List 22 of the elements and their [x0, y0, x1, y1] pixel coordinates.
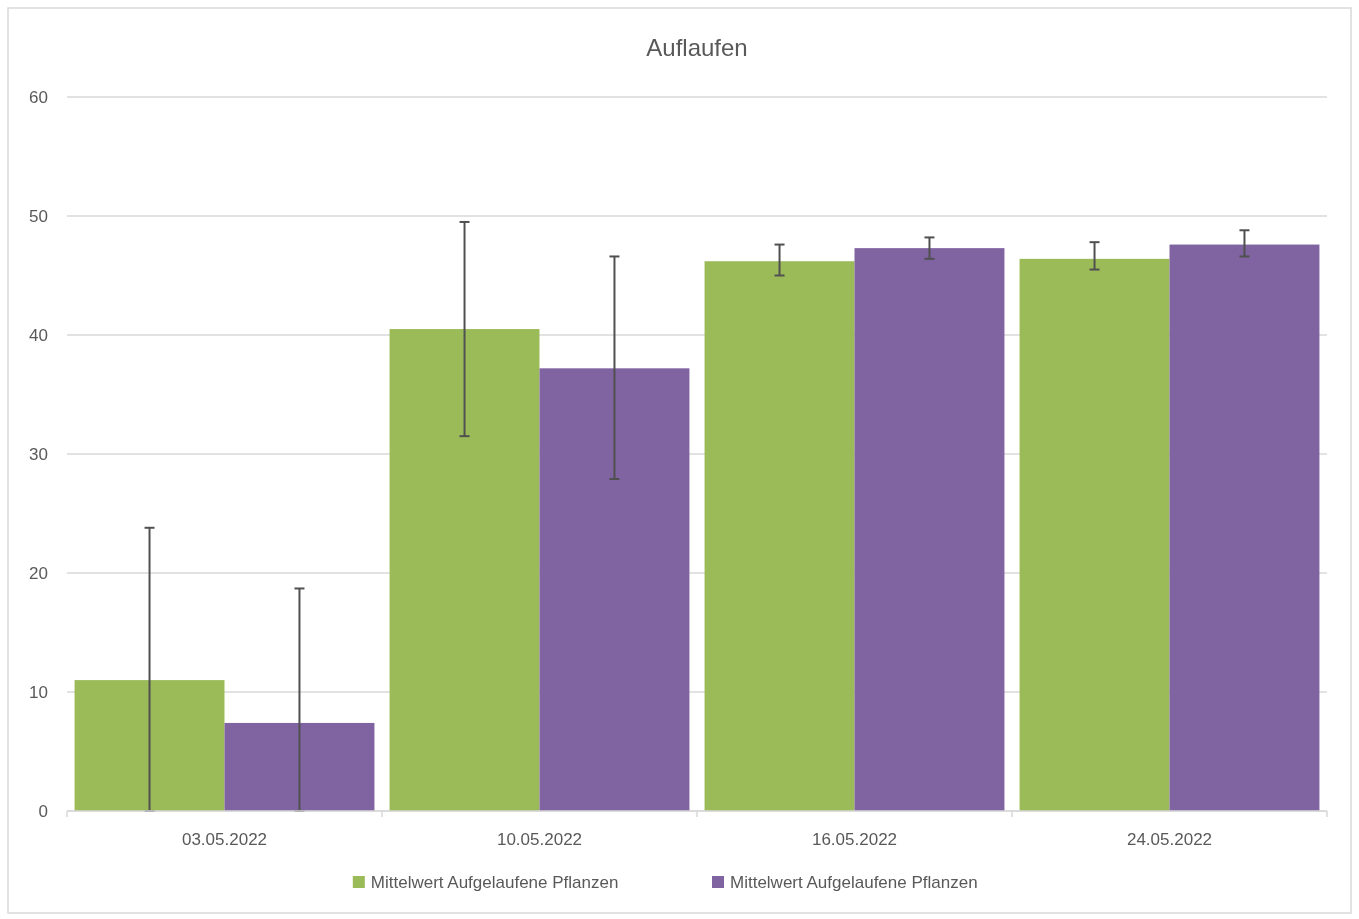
- y-tick-label: 60: [29, 88, 48, 107]
- x-tick-label: 03.05.2022: [181, 830, 268, 849]
- x-tick-label: 10.05.2022: [496, 830, 583, 849]
- y-tick-label: 40: [29, 326, 48, 345]
- bar: [704, 261, 855, 811]
- bar: [389, 329, 540, 811]
- y-tick-label: 30: [29, 445, 48, 464]
- bar: [224, 722, 375, 811]
- x-tick-label: 24.05.2022: [1126, 830, 1213, 849]
- legend-label: Mittelwert Aufgelaufene Pflanzen: [730, 873, 978, 892]
- x-tick-label: 16.05.2022: [811, 830, 898, 849]
- y-tick-label: 0: [38, 802, 48, 821]
- bar: [74, 680, 225, 811]
- y-tick-label: 10: [29, 683, 48, 702]
- chart-title: Auflaufen: [646, 34, 748, 61]
- bar: [854, 248, 1005, 811]
- legend-label: Mittelwert Aufgelaufene Pflanzen: [370, 873, 619, 892]
- bar: [539, 368, 690, 811]
- y-tick-label: 50: [29, 207, 48, 226]
- bar: [1019, 258, 1170, 811]
- y-tick-label: 20: [29, 564, 48, 583]
- bar: [1169, 244, 1320, 811]
